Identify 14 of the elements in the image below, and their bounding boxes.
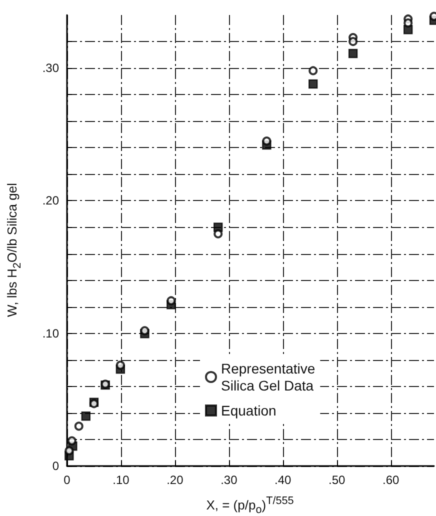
x-tick-label: .50 — [328, 473, 346, 487]
x-tick-label: .10 — [112, 473, 130, 487]
x-tick-label: .40 — [274, 473, 292, 487]
x-axis-title: X, = (p/p$_{o}$)$^{T/555}$ — [206, 494, 294, 516]
y-tick-label: .30 — [42, 61, 60, 76]
y-tick-label: .10 — [42, 326, 60, 340]
legend-label: Equation — [221, 402, 276, 418]
x-tick-label: 0 — [64, 473, 71, 487]
x-tick-label: .20 — [166, 473, 184, 487]
legend-label: Representative Silica Gel Data — [221, 360, 316, 394]
x-tick-label: .60 — [382, 473, 400, 487]
y-tick-label: 0 — [52, 459, 60, 473]
x-tick-label: .30 — [220, 473, 238, 487]
y-tick-label: .20 — [42, 194, 60, 208]
